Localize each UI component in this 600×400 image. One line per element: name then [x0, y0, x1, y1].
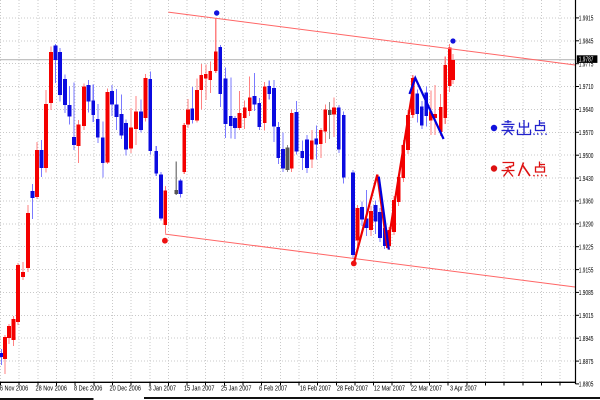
svg-text:25 Jan 2007: 25 Jan 2007 — [221, 385, 252, 393]
svg-text:16 Feb 2007: 16 Feb 2007 — [300, 385, 331, 393]
svg-text:22 Mar 2007: 22 Mar 2007 — [411, 385, 442, 393]
svg-text:1.9155: 1.9155 — [579, 266, 594, 274]
svg-text:1.9570: 1.9570 — [579, 129, 594, 137]
svg-text:1.9360: 1.9360 — [579, 198, 594, 206]
svg-text:3 Apr 2007: 3 Apr 2007 — [450, 385, 477, 393]
svg-text:1.9845: 1.9845 — [579, 38, 594, 46]
svg-text:1.9085: 1.9085 — [579, 289, 594, 297]
svg-text:12 Mar 2007: 12 Mar 2007 — [374, 385, 405, 393]
svg-text:1.9775: 1.9775 — [579, 60, 594, 68]
svg-text:1.9710: 1.9710 — [579, 83, 594, 91]
svg-text:8 Dec 2006: 8 Dec 2006 — [74, 385, 103, 393]
svg-text:1.8805: 1.8805 — [579, 381, 594, 389]
svg-text:1.8945: 1.8945 — [579, 335, 594, 343]
svg-text:28 Nov 2006: 28 Nov 2006 — [35, 385, 67, 393]
svg-text:1.9787: 1.9787 — [579, 56, 594, 64]
svg-text:1.9225: 1.9225 — [579, 243, 594, 251]
svg-text:28 Feb 2007: 28 Feb 2007 — [337, 385, 368, 393]
svg-text:1.9290: 1.9290 — [579, 221, 594, 229]
svg-text:1.9500: 1.9500 — [579, 152, 594, 160]
svg-text:1.9915: 1.9915 — [579, 15, 594, 23]
svg-text:20 Dec 2006: 20 Dec 2006 — [109, 385, 141, 393]
svg-text:1.9640: 1.9640 — [579, 106, 594, 114]
svg-text:6 Feb 2007: 6 Feb 2007 — [259, 385, 287, 393]
svg-text:3 Jan 2007: 3 Jan 2007 — [148, 385, 176, 393]
svg-text:1.8875: 1.8875 — [579, 358, 594, 366]
svg-text:1.9430: 1.9430 — [579, 175, 594, 183]
svg-text:15 Jan 2007: 15 Jan 2007 — [184, 385, 215, 393]
svg-text:16 Nov 2006: 16 Nov 2006 — [0, 385, 29, 393]
svg-text:1.9015: 1.9015 — [579, 312, 594, 320]
